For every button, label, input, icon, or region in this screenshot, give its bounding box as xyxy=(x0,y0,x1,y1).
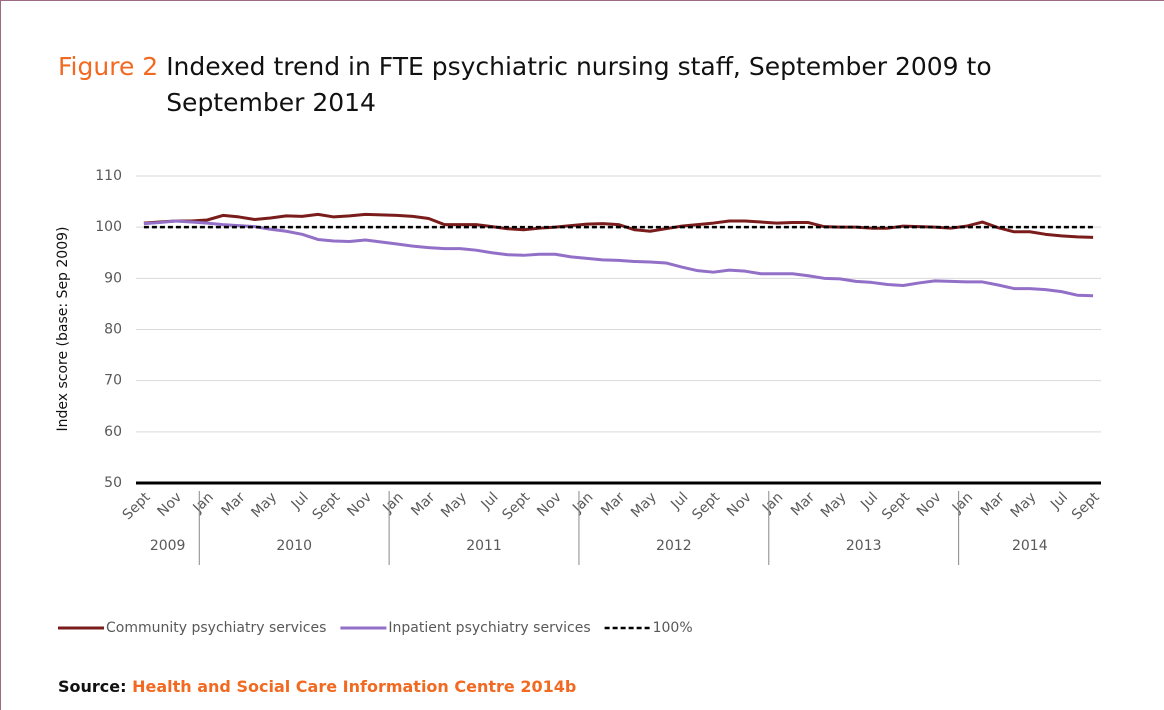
figure-label: Figure 2 xyxy=(58,52,159,81)
series-line xyxy=(143,219,1094,298)
year-label: 2009 xyxy=(150,538,186,554)
source: Source: Health and Social Care Informati… xyxy=(58,677,576,696)
y-tick-label: 60 xyxy=(104,424,122,440)
x-tick-label: Jul xyxy=(667,489,691,513)
year-label: 2014 xyxy=(1012,538,1048,554)
x-tick-label: Nov xyxy=(534,489,565,520)
x-tick-label: Mar xyxy=(978,489,1008,519)
y-axis-label: Index score (base: Sep 2009) xyxy=(55,227,71,432)
series-line xyxy=(143,212,1094,239)
x-tick-label: Jan xyxy=(949,489,976,516)
legend-label: 100% xyxy=(653,620,693,636)
x-tick-label: Jan xyxy=(379,489,406,516)
x-tick-label: Jan xyxy=(569,489,596,516)
x-tick-label: Sept xyxy=(310,489,344,523)
x-tick-label: May xyxy=(438,489,470,521)
x-tick-label: Nov xyxy=(344,489,375,520)
x-tick-label: Jul xyxy=(1047,489,1071,513)
x-tick-label: Sept xyxy=(1069,489,1103,523)
x-tick-label: Jul xyxy=(478,489,502,513)
source-text: Health and Social Care Information Centr… xyxy=(132,677,577,696)
x-tick-label: Mar xyxy=(598,489,628,519)
year-label: 2010 xyxy=(276,538,312,554)
x-tick-label: Sept xyxy=(689,489,723,523)
x-tick-label: Jan xyxy=(759,489,786,516)
x-tick-label: Nov xyxy=(155,489,186,520)
x-tick-label: Sept xyxy=(879,489,913,523)
x-tick-label: Sept xyxy=(499,489,533,523)
x-tick-label: Mar xyxy=(408,489,438,519)
source-label: Source: xyxy=(58,677,127,696)
y-tick-label: 90 xyxy=(104,270,122,286)
x-tick-label: Nov xyxy=(914,489,945,520)
x-tick-label: May xyxy=(818,489,850,521)
year-label: 2012 xyxy=(656,538,692,554)
x-tick-label: May xyxy=(1008,489,1040,521)
y-tick-label: 50 xyxy=(104,475,122,491)
x-tick-label: Nov xyxy=(724,489,755,520)
x-tick-label: May xyxy=(628,489,660,521)
year-label: 2013 xyxy=(846,538,882,554)
x-tick-label: Jul xyxy=(857,489,881,513)
title-text: Indexed trend in FTE psychiatric nursing… xyxy=(166,52,992,117)
x-tick-label: May xyxy=(248,489,280,521)
y-tick-label: 80 xyxy=(104,322,122,338)
x-tick-label: Mar xyxy=(218,489,248,519)
y-tick-label: 100 xyxy=(95,219,122,235)
legend-label: Inpatient psychiatry services xyxy=(388,620,590,636)
y-tick-label: 70 xyxy=(104,373,122,389)
x-tick-label: Jul xyxy=(288,489,312,513)
chart-title: Figure 2 Indexed trend in FTE psychiatri… xyxy=(58,49,1098,121)
legend-label: Community psychiatry services xyxy=(106,620,326,636)
x-tick-label: Sept xyxy=(120,489,154,523)
x-tick-label: Mar xyxy=(788,489,818,519)
year-label: 2011 xyxy=(466,538,502,554)
y-tick-label: 110 xyxy=(95,168,122,184)
x-tick-label: Jan xyxy=(190,489,217,516)
